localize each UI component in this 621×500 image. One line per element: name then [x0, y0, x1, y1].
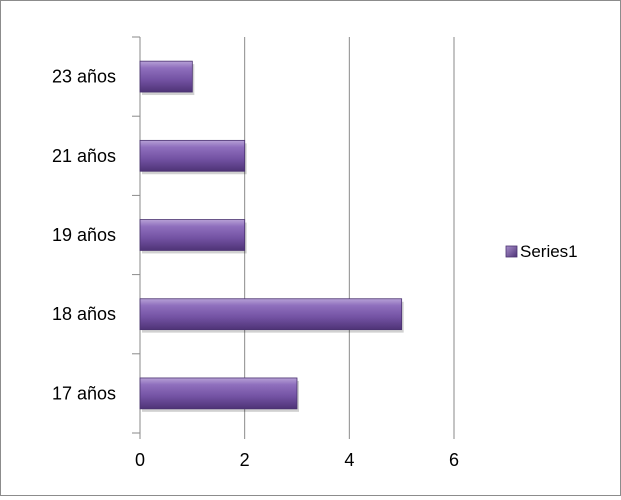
x-tick-label-4: 4	[344, 450, 354, 470]
tick-labels: 0 2 4 6 17 años 18 años 19 años 21 años 23 años	[52, 67, 459, 470]
y-tick-label-18-a-os: 18 años	[52, 304, 116, 324]
legend-swatch-series1	[505, 245, 518, 258]
bar-18-a-os	[139, 298, 403, 331]
y-tick-label-23-a-os: 23 años	[52, 67, 116, 87]
y-tick-label-21-a-os: 21 años	[52, 146, 116, 166]
bar-19-a-os	[139, 219, 246, 251]
y-tick-label-19-a-os: 19 años	[52, 225, 116, 245]
bar-17-a-os	[139, 377, 298, 410]
y-tick-label-17-a-os: 17 años	[52, 383, 116, 403]
gridlines	[244, 37, 455, 433]
legend-label-series1: Series1	[520, 242, 578, 261]
bar-23-a-os	[139, 60, 193, 93]
bars	[139, 60, 404, 412]
bar-21-a-os	[139, 139, 246, 172]
x-tick-label-6: 6	[449, 450, 459, 470]
legend: Series1	[505, 242, 578, 261]
x-tick-label-2: 2	[240, 450, 250, 470]
x-tick-label-0: 0	[135, 450, 145, 470]
